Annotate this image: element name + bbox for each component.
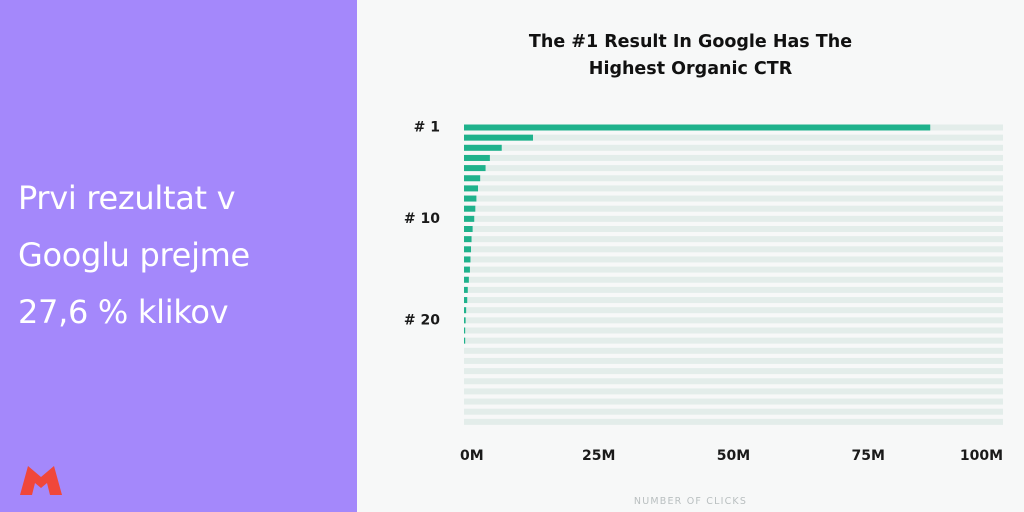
bar-track-12 — [464, 236, 1003, 243]
bar-track-21 — [464, 327, 1003, 334]
bar-position-12 — [464, 236, 472, 243]
bar-track-30 — [464, 418, 1003, 425]
bar-position-4 — [464, 154, 490, 161]
bar-track-4 — [464, 154, 1003, 161]
bar-track-8 — [464, 195, 1003, 202]
bar-position-11 — [464, 226, 473, 232]
bar-track-10 — [464, 215, 1003, 222]
bar-track-25 — [464, 368, 1003, 375]
bar-position-21 — [464, 327, 466, 334]
promo-headline-line-1: Prvi rezultat v — [18, 179, 236, 217]
bar-track-7 — [464, 185, 1003, 192]
bar-position-10 — [464, 215, 475, 222]
bar-position-6 — [464, 175, 481, 182]
x-tick-label: 0M — [460, 448, 484, 464]
y-tick-label: # 20 — [404, 312, 440, 328]
bar-track-3 — [464, 144, 1003, 151]
bar-track-19 — [464, 307, 1003, 314]
promo-panel: Prvi rezultat v Googlu prejme 27,6 % kli… — [0, 0, 357, 512]
bar-position-16 — [464, 276, 469, 283]
bar-position-7 — [464, 185, 479, 192]
bar-track-28 — [464, 398, 1003, 405]
bar-position-2 — [464, 134, 533, 141]
bar-position-22 — [464, 337, 466, 344]
bar-position-13 — [464, 246, 472, 253]
bar-track-26 — [464, 378, 1003, 385]
bar-chart: # 1 # 10 # 20 0M 25M 50M 75M 100M — [404, 120, 1003, 464]
bar-position-1 — [464, 124, 931, 131]
bar-position-20 — [464, 317, 466, 324]
bar-track-14 — [464, 256, 1003, 263]
x-tick-label: 75M — [852, 448, 885, 464]
bar-position-8 — [464, 195, 477, 202]
bar-position-9 — [464, 205, 476, 212]
bar-track-16 — [464, 276, 1003, 283]
red-m-logo-icon — [20, 466, 62, 495]
bar-track-22 — [464, 337, 1003, 344]
x-tick-label: 25M — [582, 448, 615, 464]
bar-track-18 — [464, 297, 1003, 304]
bar-track-27 — [464, 388, 1003, 395]
bar-track-23 — [464, 347, 1003, 354]
x-axis-label: NUMBER OF CLICKS — [633, 496, 748, 507]
bar-track-20 — [464, 317, 1003, 324]
bar-track-9 — [464, 205, 1003, 212]
chart-panel: The #1 Result In Google Has The Highest … — [357, 0, 1024, 512]
promo-headline: Prvi rezultat v Googlu prejme 27,6 % kli… — [18, 170, 353, 341]
promo-headline-line-2: Googlu prejme — [18, 236, 250, 274]
bar-position-3 — [464, 144, 502, 151]
y-tick-label: # 1 — [414, 120, 440, 136]
bar-track-15 — [464, 266, 1003, 273]
bar-position-14 — [464, 256, 471, 263]
bar-track-13 — [464, 246, 1003, 253]
bar-track-11 — [464, 226, 1003, 232]
chart-title-line-2: Highest Organic CTR — [588, 59, 793, 79]
x-tick-label: 50M — [717, 448, 750, 464]
bar-track-17 — [464, 286, 1003, 293]
bar-position-19 — [464, 307, 467, 314]
bar-position-5 — [464, 165, 486, 172]
promo-headline-line-3: 27,6 % klikov — [18, 293, 229, 331]
bar-track-5 — [464, 165, 1003, 172]
x-tick-label: 100M — [960, 448, 1003, 464]
bar-track-29 — [464, 408, 1003, 415]
chart-title-line-1: The #1 Result In Google Has The — [528, 32, 853, 52]
chart-title: The #1 Result In Google Has The Highest … — [357, 29, 1024, 83]
bar-position-18 — [464, 297, 468, 304]
bar-track-6 — [464, 175, 1003, 182]
bar-position-15 — [464, 266, 470, 273]
y-tick-label: # 10 — [404, 211, 440, 227]
bar-track-24 — [464, 357, 1003, 364]
bar-position-17 — [464, 286, 468, 293]
bar-track-2 — [464, 134, 1003, 141]
